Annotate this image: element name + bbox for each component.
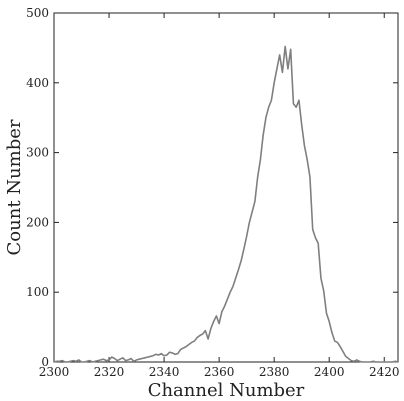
y-tick-label: 200 bbox=[26, 215, 49, 229]
x-tick-label: 2420 bbox=[369, 365, 400, 379]
y-tick-label: 400 bbox=[26, 76, 49, 90]
y-tick-label: 0 bbox=[41, 355, 49, 369]
y-tick-label: 300 bbox=[26, 146, 49, 160]
y-tick-label: 500 bbox=[26, 6, 49, 20]
y-axis-label: Count Number bbox=[4, 119, 25, 255]
tick-labels: 2300 2320 2340 2360 2380 2400 2420 0 100 200 300 40… bbox=[26, 6, 399, 379]
plot-frame bbox=[53, 12, 399, 363]
axis-ticks bbox=[53, 12, 398, 363]
x-tick-label: 2400 bbox=[314, 365, 345, 379]
data-line bbox=[53, 45, 399, 363]
y-tick-label: 100 bbox=[26, 285, 49, 299]
x-tick-label: 2360 bbox=[204, 365, 235, 379]
x-tick-label: 2380 bbox=[259, 365, 290, 379]
x-tick-label: 2300 bbox=[39, 365, 70, 379]
x-axis-label: Channel Number bbox=[148, 380, 305, 401]
x-tick-label: 2340 bbox=[149, 365, 180, 379]
x-tick-label: 2320 bbox=[94, 365, 125, 379]
